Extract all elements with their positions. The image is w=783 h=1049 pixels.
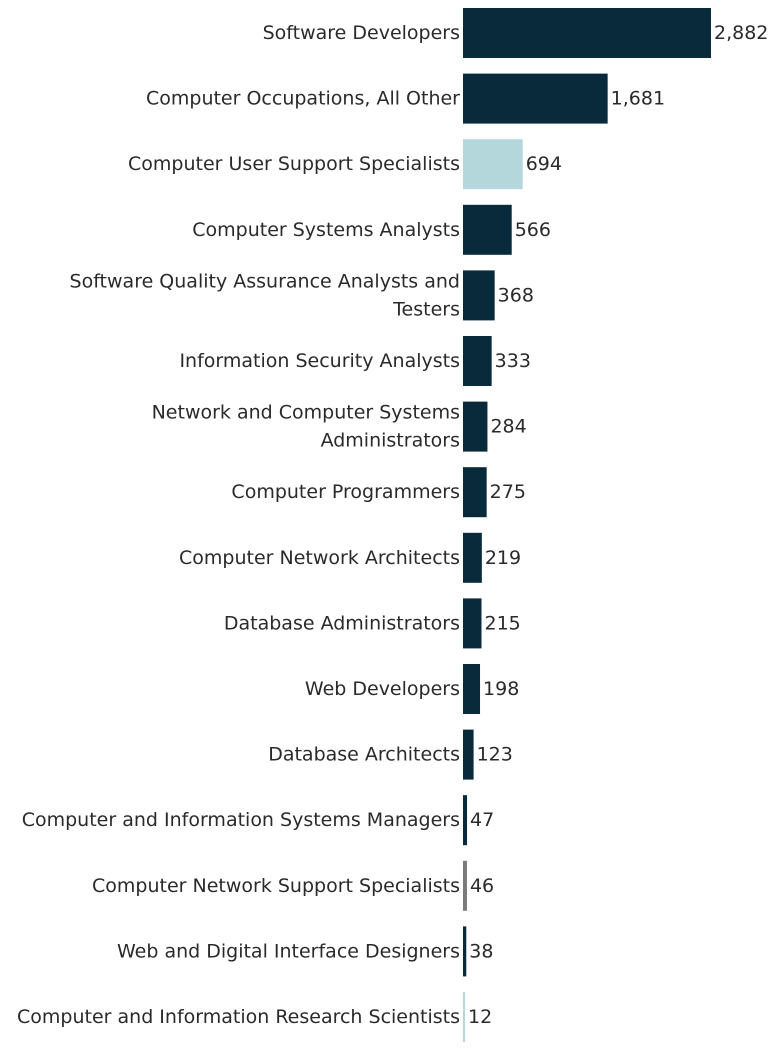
bar	[463, 598, 482, 649]
value-label: 694	[526, 153, 562, 175]
value-label: 219	[485, 547, 521, 569]
category-label: Database Administrators	[224, 612, 460, 634]
category-label: Testers	[392, 298, 460, 320]
category-label: Computer Occupations, All Other	[146, 88, 460, 110]
category-label: Computer Network Architects	[179, 547, 460, 569]
bar	[463, 860, 467, 911]
bar	[463, 204, 512, 255]
category-label: Computer and Information Research Scient…	[17, 1006, 460, 1028]
bar	[463, 795, 468, 846]
bar	[463, 467, 487, 518]
bar	[463, 532, 482, 583]
value-label: 12	[468, 1006, 492, 1028]
value-label: 38	[469, 940, 493, 962]
category-label: Software Quality Assurance Analysts and	[70, 270, 460, 292]
value-label: 2,882	[714, 22, 768, 44]
category-label: Web Developers	[305, 678, 460, 700]
bar	[463, 729, 474, 780]
value-label: 46	[470, 875, 494, 897]
category-label: Computer User Support Specialists	[128, 153, 460, 175]
value-label: 215	[485, 612, 521, 634]
bar	[463, 336, 492, 386]
category-label: Computer Network Support Specialists	[92, 875, 460, 897]
value-label: 123	[477, 744, 513, 766]
category-label: Computer Programmers	[231, 481, 460, 503]
value-label: 1,681	[611, 88, 665, 110]
bar	[463, 992, 465, 1042]
bar	[463, 664, 481, 714]
category-label: Information Security Analysts	[179, 350, 460, 372]
bar	[463, 8, 711, 58]
category-label: Web and Digital Interface Designers	[117, 940, 460, 962]
value-label: 333	[495, 350, 531, 372]
bar	[463, 73, 608, 124]
bar	[463, 270, 495, 321]
category-label: Computer and Information Systems Manager…	[22, 809, 460, 831]
value-label: 284	[490, 416, 526, 438]
value-label: 198	[483, 678, 519, 700]
bar	[463, 401, 488, 452]
value-label: 368	[498, 284, 534, 306]
value-label: 566	[515, 219, 551, 241]
value-label: 47	[470, 809, 494, 831]
category-label: Administrators	[321, 430, 460, 452]
bar	[463, 139, 523, 190]
category-label: Database Architects	[268, 744, 460, 766]
category-label: Software Developers	[263, 22, 460, 44]
category-label: Network and Computer Systems	[152, 402, 460, 424]
bar	[463, 926, 467, 977]
value-label: 275	[490, 481, 526, 503]
category-label: Computer Systems Analysts	[192, 219, 460, 241]
